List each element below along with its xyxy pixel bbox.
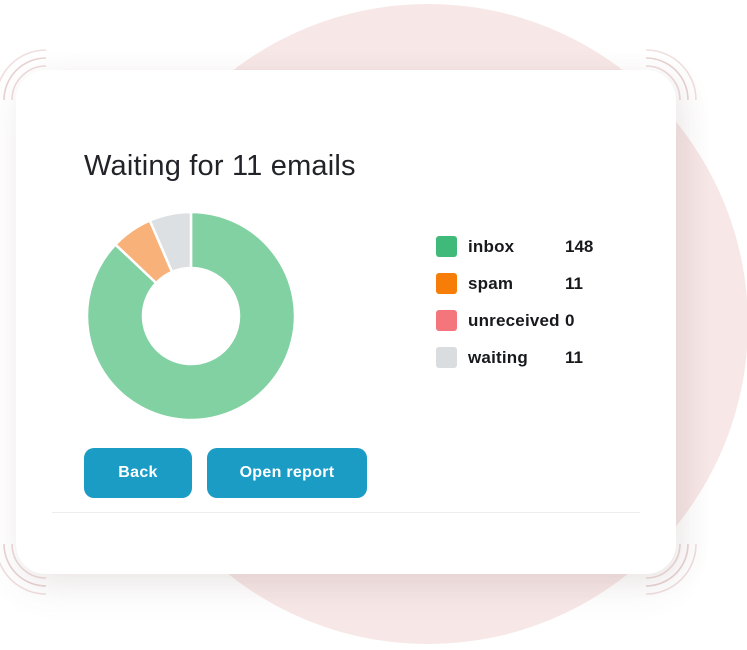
back-button[interactable]: Back [84, 448, 192, 498]
legend-label: spam [468, 273, 514, 293]
legend-swatch-waiting [436, 347, 457, 368]
donut-segment-waiting [148, 210, 193, 274]
legend-swatch-inbox [436, 236, 457, 257]
report-card: Waiting for 11 emails inbox 148 spam 11 … [16, 70, 676, 574]
legend-swatch-unreceived [436, 310, 457, 331]
legend-value: 11 [565, 347, 583, 367]
legend-value: 0 [565, 310, 575, 330]
legend-value: 148 [565, 236, 594, 256]
legend-item-unreceived: unreceived 0 [436, 310, 593, 331]
legend-label: unreceived [468, 310, 560, 330]
legend-item-inbox: inbox 148 [436, 236, 593, 257]
open-report-button[interactable]: Open report [207, 448, 367, 498]
legend-item-spam: spam 11 [436, 273, 593, 294]
donut-chart-svg [85, 210, 297, 422]
page-title: Waiting for 11 emails [84, 150, 356, 182]
legend-item-waiting: waiting 11 [436, 347, 593, 368]
donut-segment-inbox [85, 210, 297, 422]
button-row: Back Open report [84, 448, 367, 498]
legend-label: waiting [468, 347, 528, 367]
donut-chart [85, 210, 297, 422]
card-divider [52, 512, 640, 513]
legend-value: 11 [565, 273, 583, 293]
legend-label: inbox [468, 236, 515, 256]
legend-swatch-spam [436, 273, 457, 294]
chart-legend: inbox 148 spam 11 unreceived 0 waiting 1… [436, 236, 593, 384]
